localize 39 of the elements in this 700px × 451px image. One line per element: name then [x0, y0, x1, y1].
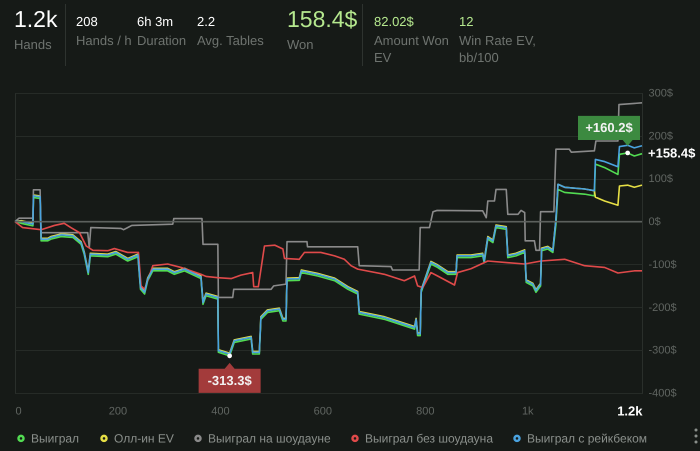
annotation: +158.4$ — [648, 146, 696, 161]
x-tick-label: 200 — [108, 406, 128, 418]
y-tick-label: 200$ — [648, 130, 673, 142]
text: Won — [287, 36, 314, 53]
text: Avg. Tables — [197, 32, 265, 49]
text: 82.02$ — [374, 14, 415, 29]
legend-label: Выиграл на шоудауне — [208, 431, 331, 446]
legend-label: Олл-ин EV — [114, 431, 174, 446]
y-tick-label: -300$ — [648, 344, 677, 357]
text: 158.4$ — [287, 6, 358, 33]
y-tick-label: 300$ — [648, 88, 673, 100]
text: 12 — [459, 14, 474, 29]
y-tick-label: 0$ — [648, 216, 661, 228]
text: 6h 3m — [137, 14, 174, 29]
annotation: +160.2$ — [585, 120, 634, 135]
text: Hands — [14, 36, 53, 53]
legend-label: Выиграл — [31, 431, 80, 446]
text: Duration — [137, 32, 188, 49]
y-tick-label: 100$ — [648, 173, 673, 186]
y-tick-label: -400$ — [648, 388, 677, 400]
text: 1.2k — [14, 6, 58, 33]
x-tick-label: 400 — [211, 406, 230, 418]
text: 2.2 — [197, 14, 216, 29]
text: 208 — [76, 14, 99, 29]
text: Hands / h — [76, 32, 133, 49]
line-series — [14, 102, 643, 298]
annotation: -313.3$ — [208, 372, 252, 388]
legend-label: Выиграл без шоудауна — [365, 431, 494, 446]
x-tick-label: 600 — [314, 406, 332, 418]
x-tick-label: 0 — [16, 406, 22, 418]
x-tick-label: 1k — [522, 406, 534, 418]
y-tick-label: -200$ — [648, 302, 677, 314]
x-tick-label: 800 — [416, 406, 434, 418]
legend-label: Выиграл с рейкбеком — [527, 431, 648, 446]
x-tick-label: 1.2k — [617, 404, 644, 418]
y-tick-label: -100$ — [648, 258, 677, 271]
line-series — [14, 220, 643, 290]
text: Amount Won EV — [374, 32, 450, 66]
text: Win Rate EV, bb/100 — [459, 32, 537, 66]
